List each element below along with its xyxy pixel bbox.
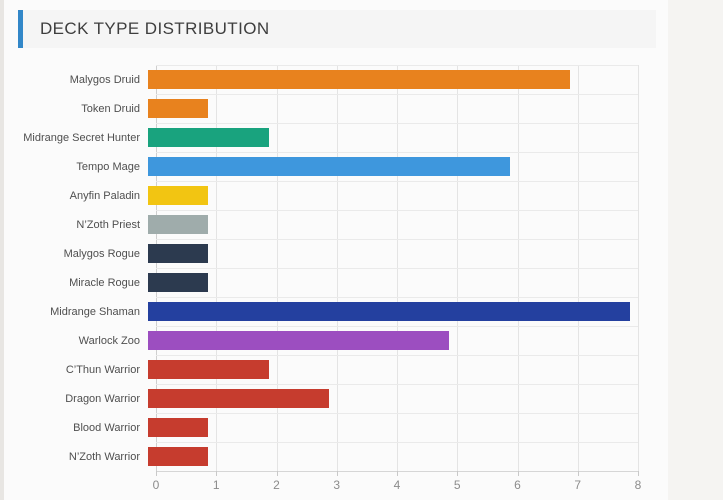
horizontal-gridline	[156, 384, 638, 385]
x-axis-tick	[638, 471, 639, 476]
bar-n-zoth-warrior[interactable]	[148, 447, 209, 466]
chart-row: Warlock Zoo	[8, 326, 630, 355]
bar-c-thun-warrior[interactable]	[148, 360, 269, 379]
bar-track	[148, 210, 630, 239]
category-label: Midrange Shaman	[50, 305, 140, 318]
header-accent-bar	[18, 10, 23, 48]
chart-row: Malygos Rogue	[8, 239, 630, 268]
x-tick-label: 0	[152, 478, 160, 492]
plot-gridlines	[156, 65, 639, 472]
horizontal-gridline	[156, 297, 638, 298]
x-axis-tick	[457, 471, 459, 476]
horizontal-gridline	[156, 355, 638, 356]
bar-track	[148, 123, 630, 152]
x-axis-tick	[276, 471, 278, 476]
x-axis-tick	[336, 471, 338, 476]
bar-track	[148, 442, 630, 471]
bar-track	[148, 355, 630, 384]
x-tick-label: 4	[393, 478, 401, 492]
bar-track	[148, 297, 630, 326]
chart-row: Dragon Warrior	[8, 384, 630, 413]
category-label: Warlock Zoo	[78, 334, 140, 347]
chart-row: Blood Warrior	[8, 413, 630, 442]
chart-row: Malygos Druid	[8, 65, 630, 94]
chart-row: Tempo Mage	[8, 152, 630, 181]
bar-warlock-zoo[interactable]	[148, 331, 450, 350]
horizontal-gridline	[156, 152, 638, 153]
chart-row: Token Druid	[8, 94, 630, 123]
right-side-panel	[668, 0, 723, 500]
chart-row: N’Zoth Warrior	[8, 442, 630, 471]
horizontal-gridline	[156, 65, 638, 66]
chart-rows: Malygos Druid Token Druid Midrange Secret …	[8, 65, 630, 471]
x-tick-label: 6	[514, 478, 521, 492]
bar-dragon-warrior[interactable]	[148, 389, 329, 408]
category-label: Malygos Druid	[69, 73, 140, 86]
bar-track	[148, 94, 630, 123]
x-axis-tick	[216, 471, 218, 476]
bar-n-zoth-priest[interactable]	[148, 215, 209, 234]
category-label: Anyfin Paladin	[69, 189, 140, 202]
bar-track	[148, 152, 630, 181]
bar-midrange-shaman[interactable]	[148, 302, 630, 321]
bar-track	[148, 181, 630, 210]
chart-row: Anyfin Paladin	[8, 181, 630, 210]
x-tick-label: 2	[273, 478, 280, 492]
page-title: DECK TYPE DISTRIBUTION	[40, 19, 270, 38]
horizontal-gridline	[156, 94, 638, 95]
category-label: Token Druid	[81, 102, 140, 115]
horizontal-gridline	[156, 413, 638, 414]
x-axis-tick	[156, 471, 157, 476]
x-tick-label: 1	[212, 478, 220, 492]
horizontal-gridline	[156, 326, 638, 327]
vertical-gridline	[638, 65, 639, 471]
page-left-edge-strip	[0, 0, 4, 500]
chart-row: C’Thun Warrior	[8, 355, 630, 384]
chart-row: Miracle Rogue	[8, 268, 630, 297]
category-label: Tempo Mage	[76, 160, 140, 173]
bar-track	[148, 413, 630, 442]
bar-track	[148, 65, 630, 94]
chart-header: DECK TYPE DISTRIBUTION	[18, 10, 656, 48]
horizontal-gridline	[156, 239, 638, 240]
bar-anyfin-paladin[interactable]	[148, 186, 209, 205]
bar-miracle-rogue[interactable]	[148, 273, 209, 292]
category-label: Midrange Secret Hunter	[23, 131, 140, 144]
x-axis: 0 1 2 3 4 5 6 7 8	[152, 471, 641, 495]
bar-tempo-mage[interactable]	[148, 157, 510, 176]
chart-row: N’Zoth Priest	[8, 210, 630, 239]
x-axis-tick	[397, 471, 398, 476]
horizontal-gridline	[156, 181, 638, 182]
bar-track	[148, 268, 630, 297]
x-tick-label: 3	[333, 478, 341, 492]
bar-blood-warrior[interactable]	[148, 418, 209, 437]
bar-track	[148, 384, 630, 413]
category-label: Dragon Warrior	[65, 392, 140, 405]
category-label: C’Thun Warrior	[65, 363, 140, 376]
horizontal-gridline	[156, 442, 638, 443]
horizontal-gridline	[156, 268, 638, 269]
category-label: Miracle Rogue	[69, 276, 140, 289]
deck-type-distribution-chart: Malygos Druid Token Druid Midrange Secret …	[0, 65, 668, 495]
category-label: N’Zoth Warrior	[68, 450, 140, 463]
bar-malygos-druid[interactable]	[148, 70, 570, 89]
x-axis-tick	[577, 471, 579, 476]
horizontal-gridline	[156, 210, 638, 211]
bar-track	[148, 326, 630, 355]
bar-malygos-rogue[interactable]	[148, 244, 209, 263]
bar-midrange-secret-hunter[interactable]	[148, 128, 269, 147]
category-label: Blood Warrior	[73, 421, 140, 434]
chart-row: Midrange Shaman	[8, 297, 630, 326]
bar-token-druid[interactable]	[148, 99, 209, 118]
x-tick-label: 5	[453, 478, 461, 492]
x-tick-label: 7	[574, 478, 582, 492]
x-tick-label: 8	[634, 478, 642, 492]
category-label: N’Zoth Priest	[76, 218, 140, 231]
chart-row: Midrange Secret Hunter	[8, 123, 630, 152]
x-axis-tick	[517, 471, 519, 476]
bar-track	[148, 239, 630, 268]
horizontal-gridline	[156, 123, 638, 124]
category-label: Malygos Rogue	[63, 247, 140, 260]
